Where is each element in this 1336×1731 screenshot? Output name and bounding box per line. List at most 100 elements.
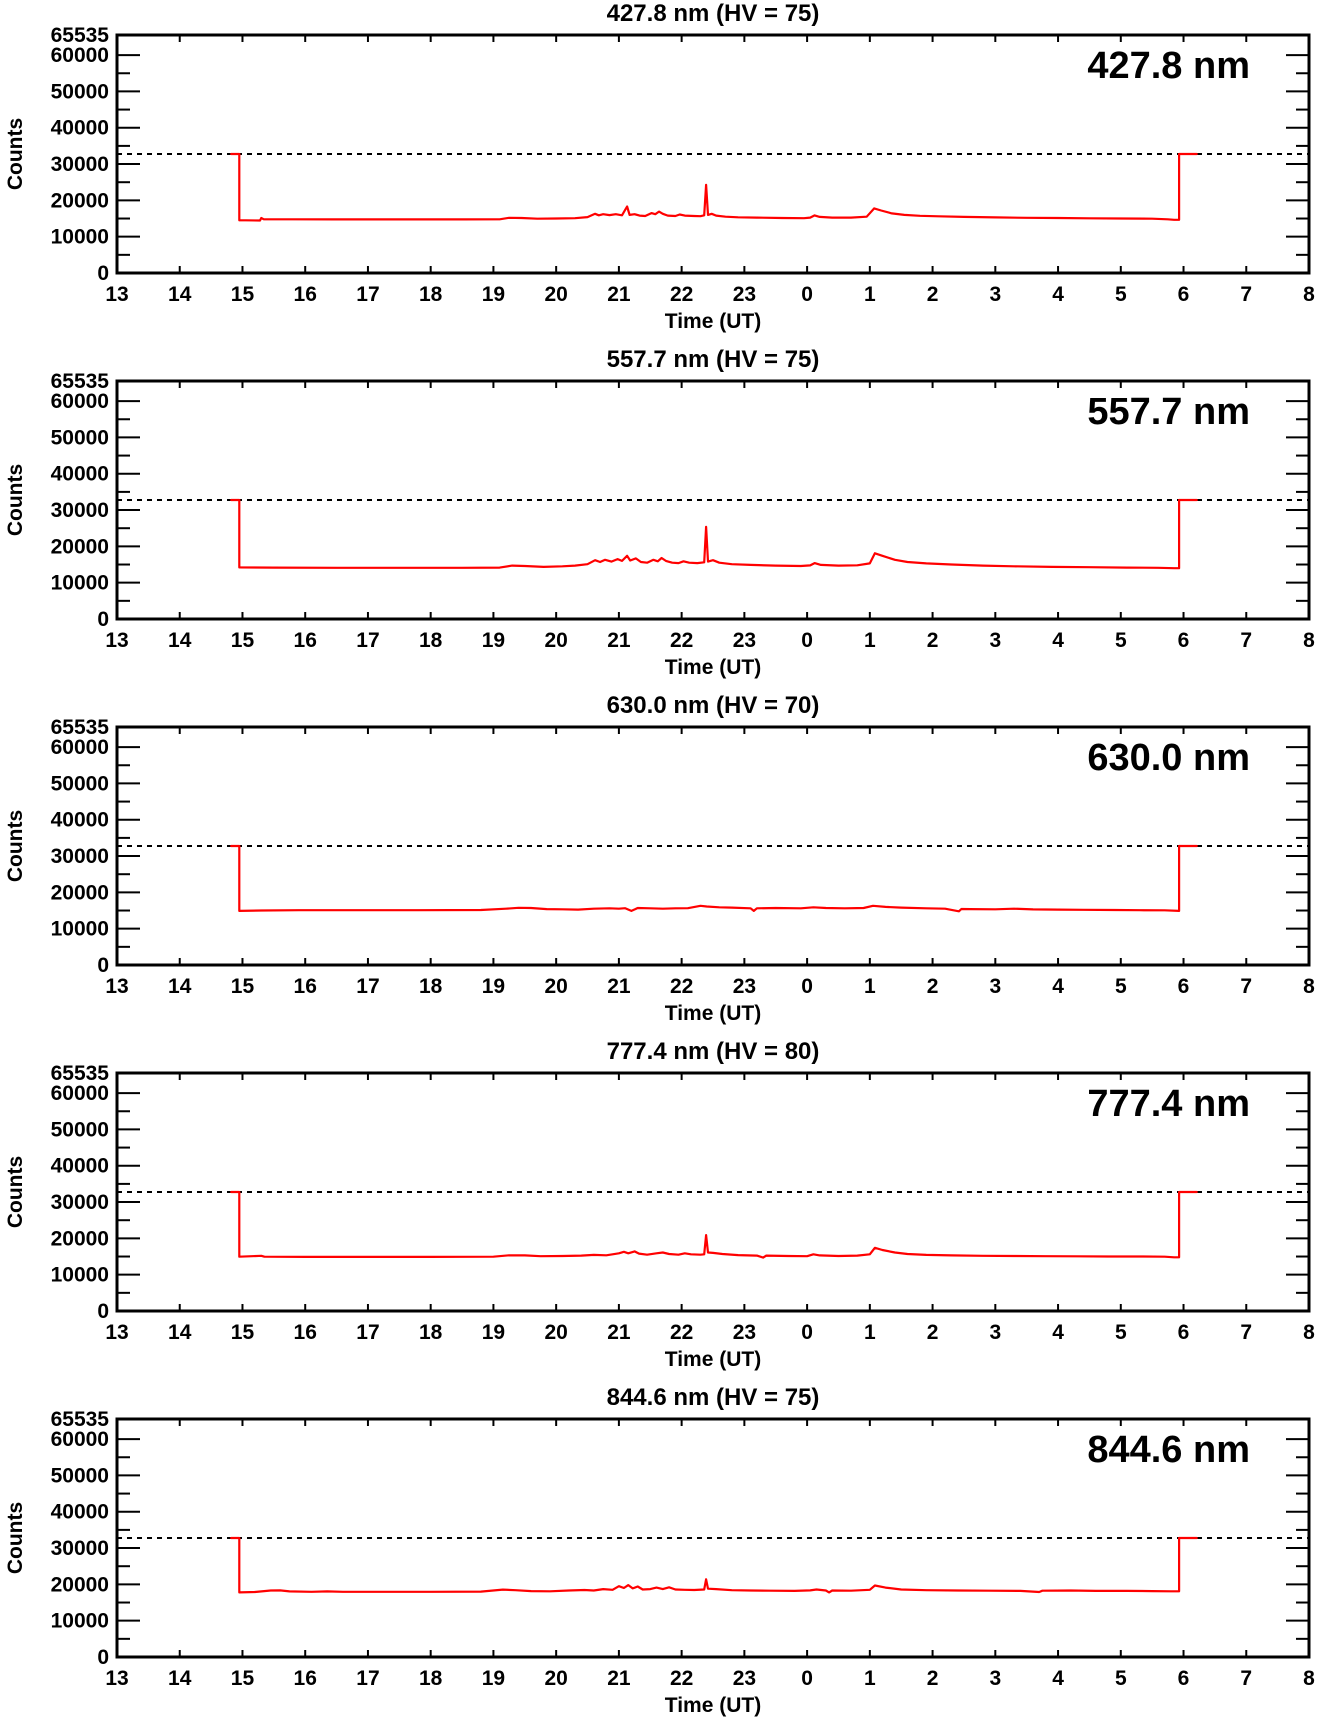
- y-tick-label: 65535: [51, 370, 110, 393]
- x-tick-label: 4: [1052, 1667, 1064, 1690]
- chart-title: 777.4 nm (HV = 80): [607, 1038, 820, 1065]
- x-tick-label: 14: [168, 629, 192, 652]
- x-tick-label: 21: [607, 629, 631, 652]
- x-tick-label: 3: [989, 975, 1001, 998]
- x-tick-label: 15: [231, 975, 255, 998]
- chart-panel-427.8: 427.8 nm (HV = 75)13 14 15 16 17 18 19 20 21 22 23…: [0, 0, 1336, 346]
- x-tick-label: 14: [168, 283, 192, 306]
- x-tick-label: 15: [231, 283, 255, 306]
- y-tick-label: 40000: [51, 463, 109, 486]
- x-tick-label: 0: [801, 629, 813, 652]
- y-tick-label: 0: [97, 954, 109, 977]
- y-tick-label: 60000: [51, 1428, 109, 1451]
- chart-panel-777.4: 777.4 nm (HV = 80)13 14 15 16 17 18 19 20 21 22 23…: [0, 1038, 1336, 1384]
- axis-box: [115, 33, 1311, 275]
- y-tick-label: 20000: [51, 1573, 109, 1596]
- x-tick-label: 22: [670, 283, 693, 306]
- x-axis-title: Time (UT): [665, 656, 761, 679]
- x-tick-label: 6: [1178, 283, 1190, 306]
- x-tick-label: 22: [670, 629, 693, 652]
- x-tick-label: 7: [1240, 975, 1252, 998]
- y-tick-label: 20000: [51, 189, 109, 212]
- x-tick-label: 5: [1115, 283, 1127, 306]
- x-tick-label: 4: [1052, 629, 1064, 652]
- x-tick-label: 20: [544, 1321, 567, 1344]
- y-tick-label: 50000: [51, 1464, 109, 1487]
- chart-title: 844.6 nm (HV = 75): [607, 1384, 820, 1411]
- counts-trace-line: [230, 498, 1198, 570]
- x-tick-label: 7: [1240, 283, 1252, 306]
- wavelength-label: 427.8 nm: [1087, 45, 1250, 87]
- x-axis-title: Time (UT): [665, 310, 761, 333]
- y-tick-label: 65535: [51, 1062, 110, 1085]
- y-tick-label: 65535: [51, 1408, 110, 1431]
- x-tick-label: 1: [864, 629, 876, 652]
- x-tick-label: 2: [927, 283, 939, 306]
- x-tick-label: 19: [482, 283, 505, 306]
- y-tick-label: 60000: [51, 736, 109, 759]
- y-tick-label: 50000: [51, 1118, 109, 1141]
- x-tick-label: 18: [419, 283, 443, 306]
- x-tick-label: 1: [864, 975, 876, 998]
- x-tick-label: 3: [989, 629, 1001, 652]
- y-axis-title: Counts: [4, 810, 27, 882]
- y-tick-label: 30000: [51, 845, 109, 868]
- y-tick-label: 10000: [51, 1264, 109, 1287]
- x-tick-label: 8: [1303, 1321, 1315, 1344]
- x-tick-label: 23: [733, 283, 756, 306]
- x-tick-label: 5: [1115, 1667, 1127, 1690]
- x-tick-label: 16: [294, 1321, 317, 1344]
- x-axis-title: Time (UT): [665, 1002, 761, 1025]
- y-axis-title: Counts: [4, 464, 27, 536]
- y-tick-label: 50000: [51, 772, 109, 795]
- x-tick-label: 21: [607, 1321, 631, 1344]
- x-tick-label: 19: [482, 975, 505, 998]
- chart-title: 427.8 nm (HV = 75): [607, 0, 820, 27]
- x-tick-label: 3: [989, 1667, 1001, 1690]
- x-tick-label: 18: [419, 975, 443, 998]
- y-tick-label: 0: [97, 1646, 109, 1669]
- counts-trace-line: [230, 844, 1198, 913]
- x-tick-label: 2: [927, 629, 939, 652]
- x-tick-label: 5: [1115, 629, 1127, 652]
- x-tick-label: 15: [231, 629, 255, 652]
- x-tick-label: 6: [1178, 975, 1190, 998]
- x-tick-label: 13: [105, 629, 128, 652]
- y-tick-label: 10000: [51, 918, 109, 941]
- x-tick-label: 4: [1052, 975, 1064, 998]
- y-tick-label: 65535: [51, 716, 110, 739]
- x-tick-label: 2: [927, 1321, 939, 1344]
- y-tick-label: 0: [97, 1300, 109, 1323]
- x-tick-label: 17: [356, 1321, 379, 1344]
- counts-trace-line: [230, 1536, 1198, 1594]
- x-tick-label: 1: [864, 283, 876, 306]
- x-tick-label: 17: [356, 1667, 379, 1690]
- x-tick-label: 16: [294, 283, 317, 306]
- y-tick-label: 30000: [51, 1191, 109, 1214]
- y-tick-label: 60000: [51, 390, 109, 413]
- panel-background: [0, 1384, 1336, 1730]
- x-tick-label: 23: [733, 629, 756, 652]
- x-tick-label: 8: [1303, 975, 1315, 998]
- y-tick-label: 40000: [51, 1155, 109, 1178]
- x-tick-label: 0: [801, 283, 813, 306]
- x-tick-label: 18: [419, 1321, 443, 1344]
- x-tick-label: 14: [168, 1321, 192, 1344]
- x-tick-label: 18: [419, 1667, 443, 1690]
- x-tick-label: 13: [105, 1667, 128, 1690]
- y-axis-title: Counts: [4, 118, 27, 190]
- wavelength-label: 557.7 nm: [1087, 391, 1250, 433]
- x-tick-label: 20: [544, 283, 567, 306]
- x-tick-label: 14: [168, 975, 192, 998]
- x-tick-label: 22: [670, 1321, 693, 1344]
- panel-background: [0, 0, 1336, 346]
- counts-trace-line: [230, 1190, 1198, 1259]
- x-tick-label: 18: [419, 629, 443, 652]
- axis-box: [115, 379, 1311, 621]
- panel-background: [0, 1038, 1336, 1384]
- y-tick-label: 30000: [51, 499, 109, 522]
- axis-box: [115, 725, 1311, 967]
- wavelength-label: 630.0 nm: [1087, 737, 1250, 779]
- x-tick-label: 1: [864, 1321, 876, 1344]
- counts-trace-line: [230, 152, 1198, 222]
